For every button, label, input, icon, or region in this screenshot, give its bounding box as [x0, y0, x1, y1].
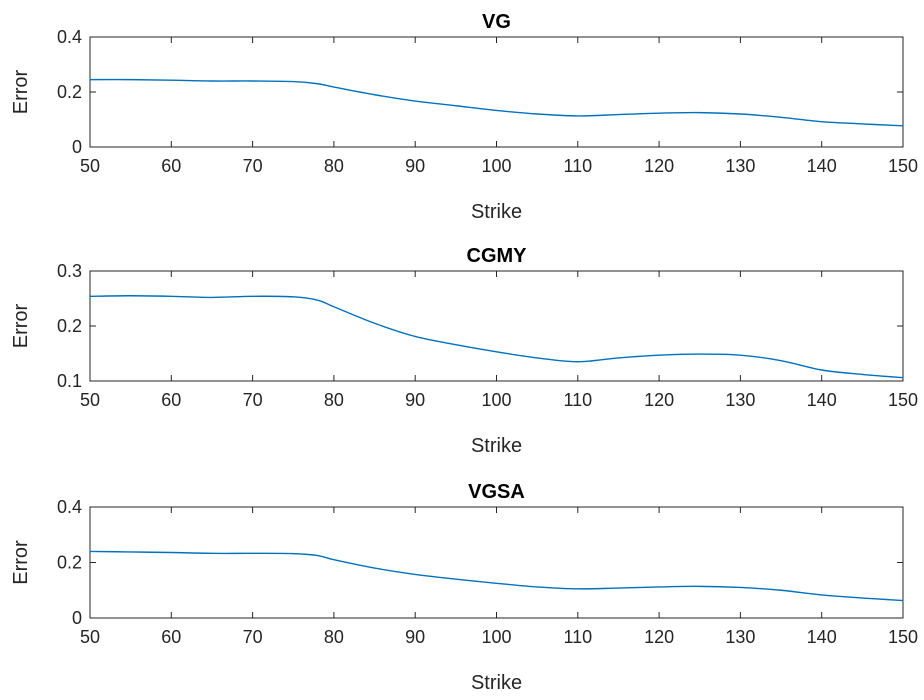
y-axis-label: Error — [10, 69, 32, 114]
x-tick-label: 80 — [324, 627, 344, 647]
y-tick-label: 0.2 — [57, 82, 82, 102]
chart-panel-vgsa: VGSA 50 60 70 80 90 100 110 120 130 140 150 0 0.2 0.4 S… — [10, 481, 918, 694]
x-tick-label: 100 — [481, 390, 511, 410]
y-tick-label: 0 — [72, 137, 82, 157]
series-line — [89, 550, 904, 602]
x-axis-label: Strike — [471, 435, 522, 457]
axes-box — [89, 270, 904, 382]
x-tick-label: 140 — [807, 627, 837, 647]
x-tick-label: 50 — [80, 156, 100, 176]
x-tick-label: 90 — [405, 390, 425, 410]
y-tick-label: 0.1 — [57, 371, 82, 391]
x-tick-label: 130 — [725, 627, 755, 647]
y-tick-label: 0 — [72, 608, 82, 628]
axes-box — [89, 36, 904, 148]
y-tick-label: 0.4 — [57, 497, 82, 517]
x-tick-label: 110 — [563, 156, 592, 176]
x-tick-label: 60 — [161, 156, 181, 176]
y-tick-label: 0.3 — [57, 261, 82, 281]
x-tick-label: 150 — [888, 156, 918, 176]
x-tick-label: 110 — [563, 390, 592, 410]
x-tick-label: 120 — [644, 627, 674, 647]
axes-box — [89, 506, 904, 619]
x-tick-label: 110 — [563, 627, 592, 647]
y-axis-label: Error — [10, 303, 32, 348]
x-tick-label: 60 — [161, 627, 181, 647]
x-tick-label: 130 — [725, 156, 755, 176]
x-tick-label: 100 — [481, 627, 511, 647]
x-axis-label: Strike — [471, 672, 522, 694]
x-tick-label: 50 — [80, 627, 100, 647]
x-tick-label: 120 — [644, 156, 674, 176]
x-tick-label: 60 — [161, 390, 181, 410]
x-tick-label: 140 — [807, 390, 837, 410]
y-tick-label: 0.4 — [57, 27, 82, 47]
x-tick-label: 70 — [243, 627, 263, 647]
x-tick-label: 120 — [644, 390, 674, 410]
x-tick-label: 150 — [888, 627, 918, 647]
x-tick-label: 90 — [405, 627, 425, 647]
x-tick-label: 90 — [405, 156, 425, 176]
x-tick-label: 130 — [725, 390, 755, 410]
y-tick-label: 0.2 — [57, 316, 82, 336]
x-tick-label: 80 — [324, 390, 344, 410]
series-line — [89, 78, 904, 127]
x-tick-label: 140 — [807, 156, 837, 176]
x-tick-label: 150 — [888, 390, 918, 410]
x-tick-label: 70 — [243, 390, 263, 410]
chart-title: VGSA — [468, 481, 525, 503]
y-tick-label: 0.2 — [57, 553, 82, 573]
x-tick-label: 50 — [80, 390, 100, 410]
x-tick-label: 70 — [243, 156, 263, 176]
x-axis-label: Strike — [471, 201, 522, 223]
chart-panel-cgmy: CGMY 50 60 70 80 90 100 110 120 130 140 150 0.1 0.2 0.… — [10, 245, 918, 457]
series-line — [89, 295, 904, 379]
x-tick-label: 80 — [324, 156, 344, 176]
chart-title: CGMY — [467, 245, 528, 267]
y-axis-label: Error — [10, 540, 32, 585]
chart-panel-vg: VG 50 60 70 80 90 100 110 120 130 140 150 0 0.2 0.4 Str… — [10, 11, 918, 223]
x-tick-label: 100 — [481, 156, 511, 176]
chart-title: VG — [482, 11, 511, 33]
